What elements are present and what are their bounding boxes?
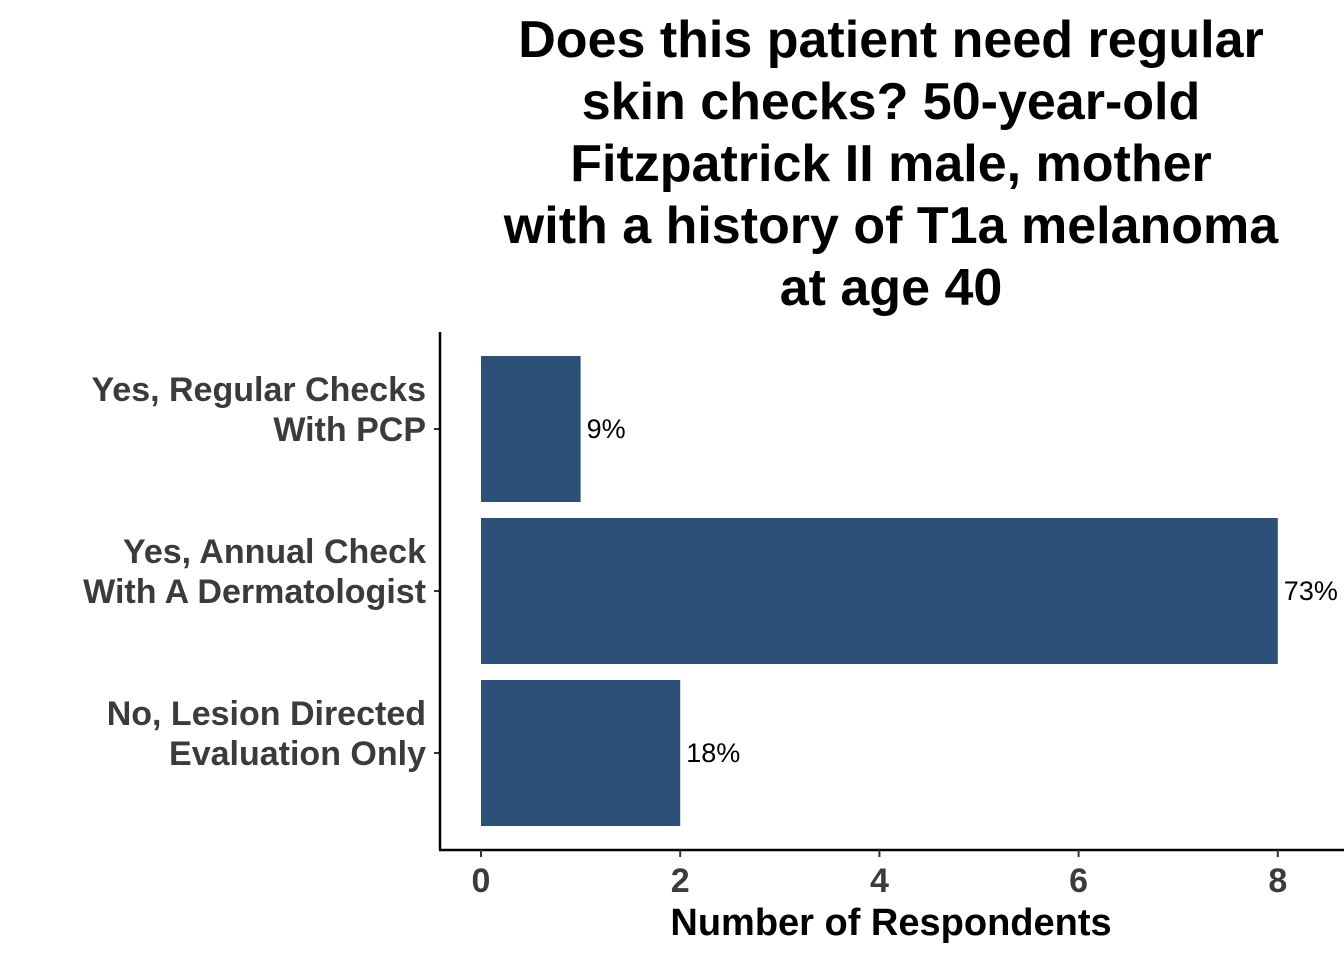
bar — [481, 518, 1278, 664]
chart-title-line: with a history of T1a melanoma — [503, 197, 1279, 255]
bar-data-label: 73% — [1284, 576, 1338, 606]
chart-title-line: skin checks? 50-year-old — [582, 73, 1201, 131]
category-label: Yes, Annual Check — [123, 533, 426, 571]
x-axis-title: Number of Respondents — [670, 902, 1111, 944]
category-label: With PCP — [273, 411, 426, 449]
x-tick-label: 2 — [671, 862, 690, 900]
category-label: No, Lesion Directed — [107, 695, 426, 733]
bar-data-label: 18% — [686, 738, 740, 768]
category-label: With A Dermatologist — [83, 573, 426, 611]
x-tick-label: 4 — [870, 862, 889, 900]
x-tick-label: 6 — [1069, 862, 1088, 900]
category-label: Yes, Regular Checks — [91, 371, 426, 409]
bar-data-label: 9% — [587, 414, 626, 444]
x-tick-label: 8 — [1268, 862, 1287, 900]
bars — [481, 356, 1278, 826]
x-tick-label: 0 — [472, 862, 491, 900]
bar — [481, 356, 581, 502]
data-labels: 9% 73% 18% — [587, 414, 1338, 768]
chart-title-line: at age 40 — [780, 259, 1003, 317]
chart-title-line: Fitzpatrick II male, mother — [570, 135, 1212, 193]
bar — [481, 680, 681, 826]
chart-title-line: Does this patient need regular — [518, 11, 1264, 69]
axes: 0 2 4 6 8 — [434, 332, 1344, 900]
category-label: Evaluation Only — [169, 735, 426, 773]
